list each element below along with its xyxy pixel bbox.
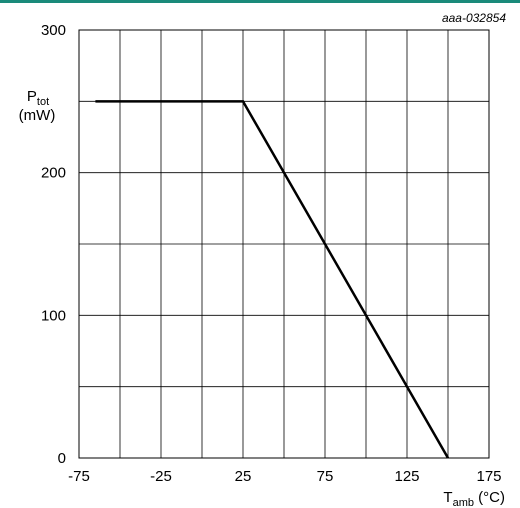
- x-tick-labels: -75 -25 25 75 125 175: [68, 468, 501, 485]
- y-tick-label: 0: [58, 450, 66, 467]
- x-tick-label: 25: [235, 468, 252, 485]
- x-axis-label-main: T: [443, 489, 452, 506]
- y-axis-label-subscript: tot: [37, 96, 49, 108]
- x-axis-label-unit: (°C): [474, 489, 505, 506]
- y-axis-label-main: P: [27, 88, 37, 105]
- x-axis-label-subscript: amb: [453, 497, 474, 508]
- x-tick-label: 125: [394, 468, 419, 485]
- y-axis-label: Ptot: [27, 88, 49, 108]
- plot-frame: [78, 29, 490, 459]
- x-tick-label: 75: [317, 468, 334, 485]
- y-axis-unit: (mW): [19, 107, 56, 124]
- derating-curve: [95, 100, 450, 459]
- x-tick-label: -75: [68, 468, 90, 485]
- y-tick-label: 100: [41, 307, 66, 324]
- series-group: [95, 100, 450, 459]
- top-accent-rule: [0, 0, 520, 3]
- y-tick-label: 200: [41, 165, 66, 182]
- chart-grid: [79, 30, 489, 458]
- x-tick-label: 175: [476, 468, 501, 485]
- x-tick-label: -25: [150, 468, 172, 485]
- figure-identifier: aaa-032854: [442, 11, 506, 25]
- y-tick-labels: 0 100 200 300: [41, 22, 66, 467]
- x-axis-label: Tamb (°C): [443, 489, 505, 508]
- y-tick-label: 300: [41, 22, 66, 39]
